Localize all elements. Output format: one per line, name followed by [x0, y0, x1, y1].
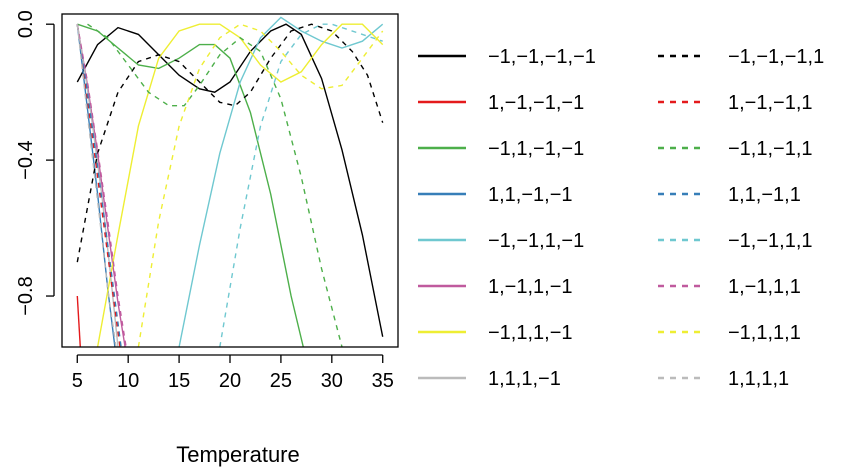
- series-line-14: [76, 24, 127, 347]
- series-line-15: [137, 23, 384, 347]
- x-axis-title: Temperature: [176, 442, 300, 467]
- legend-label: −1,−1,1,1: [728, 230, 813, 252]
- series-line-5: [178, 16, 384, 347]
- series-line-2: [76, 295, 81, 347]
- legend-label: −1,−1,−1,−1: [488, 46, 596, 68]
- series-line-12: [76, 24, 122, 347]
- plot-area-frame: [61, 13, 399, 348]
- legend-label: 1,1,1,1: [728, 368, 789, 390]
- series-line-7: [96, 23, 384, 347]
- x-tick-label: 30: [321, 370, 343, 392]
- series-line-16: [76, 24, 117, 347]
- legend-label: 1,1,−1,−1: [488, 184, 573, 206]
- legend-label: −1,1,−1,−1: [488, 138, 584, 160]
- series-line-13: [219, 23, 383, 347]
- y-tick-label: 0.0: [15, 10, 37, 38]
- y-tick-label: −0.8: [15, 276, 37, 315]
- x-tick-label: 25: [270, 370, 292, 392]
- legend: −1,−1,−1,−1 1,−1,−1,−1 −1,1,−1,−1 1,1,−1,−1…: [418, 46, 824, 390]
- legend-label: −1,−1,1,−1: [488, 230, 584, 252]
- series-line-11: [87, 23, 343, 347]
- legend-label: −1,1,−1,1: [728, 138, 813, 160]
- legend-label: 1,−1,1,−1: [488, 276, 573, 298]
- series-line-9: [76, 23, 384, 263]
- series-line-1: [76, 23, 384, 337]
- legend-label: −1,1,1,−1: [488, 322, 573, 344]
- legend-label: 1,−1,−1,1: [728, 92, 813, 114]
- x-tick-label: 20: [219, 370, 241, 392]
- x-axis: 5 10 15 20 25 30 35: [72, 354, 394, 392]
- legend-label: 1,−1,1,1: [728, 276, 801, 298]
- legend-label: −1,1,1,1: [728, 322, 801, 344]
- x-tick-label: 35: [372, 370, 394, 392]
- legend-label: 1,−1,−1,−1: [488, 92, 584, 114]
- legend-label: 1,1,−1,1: [728, 184, 801, 206]
- y-axis: 0.0 −0.4 −0.8: [15, 10, 55, 316]
- legend-label: 1,1,1,−1: [488, 368, 561, 390]
- plot-lines: [76, 16, 384, 347]
- x-tick-label: 15: [168, 370, 190, 392]
- y-tick-label: −0.4: [15, 140, 37, 179]
- legend-label: −1,−1,−1,1: [728, 46, 824, 68]
- x-tick-label: 10: [117, 370, 139, 392]
- series-line-4: [76, 24, 116, 347]
- series-line-3: [77, 23, 304, 347]
- x-tick-label: 5: [72, 370, 83, 392]
